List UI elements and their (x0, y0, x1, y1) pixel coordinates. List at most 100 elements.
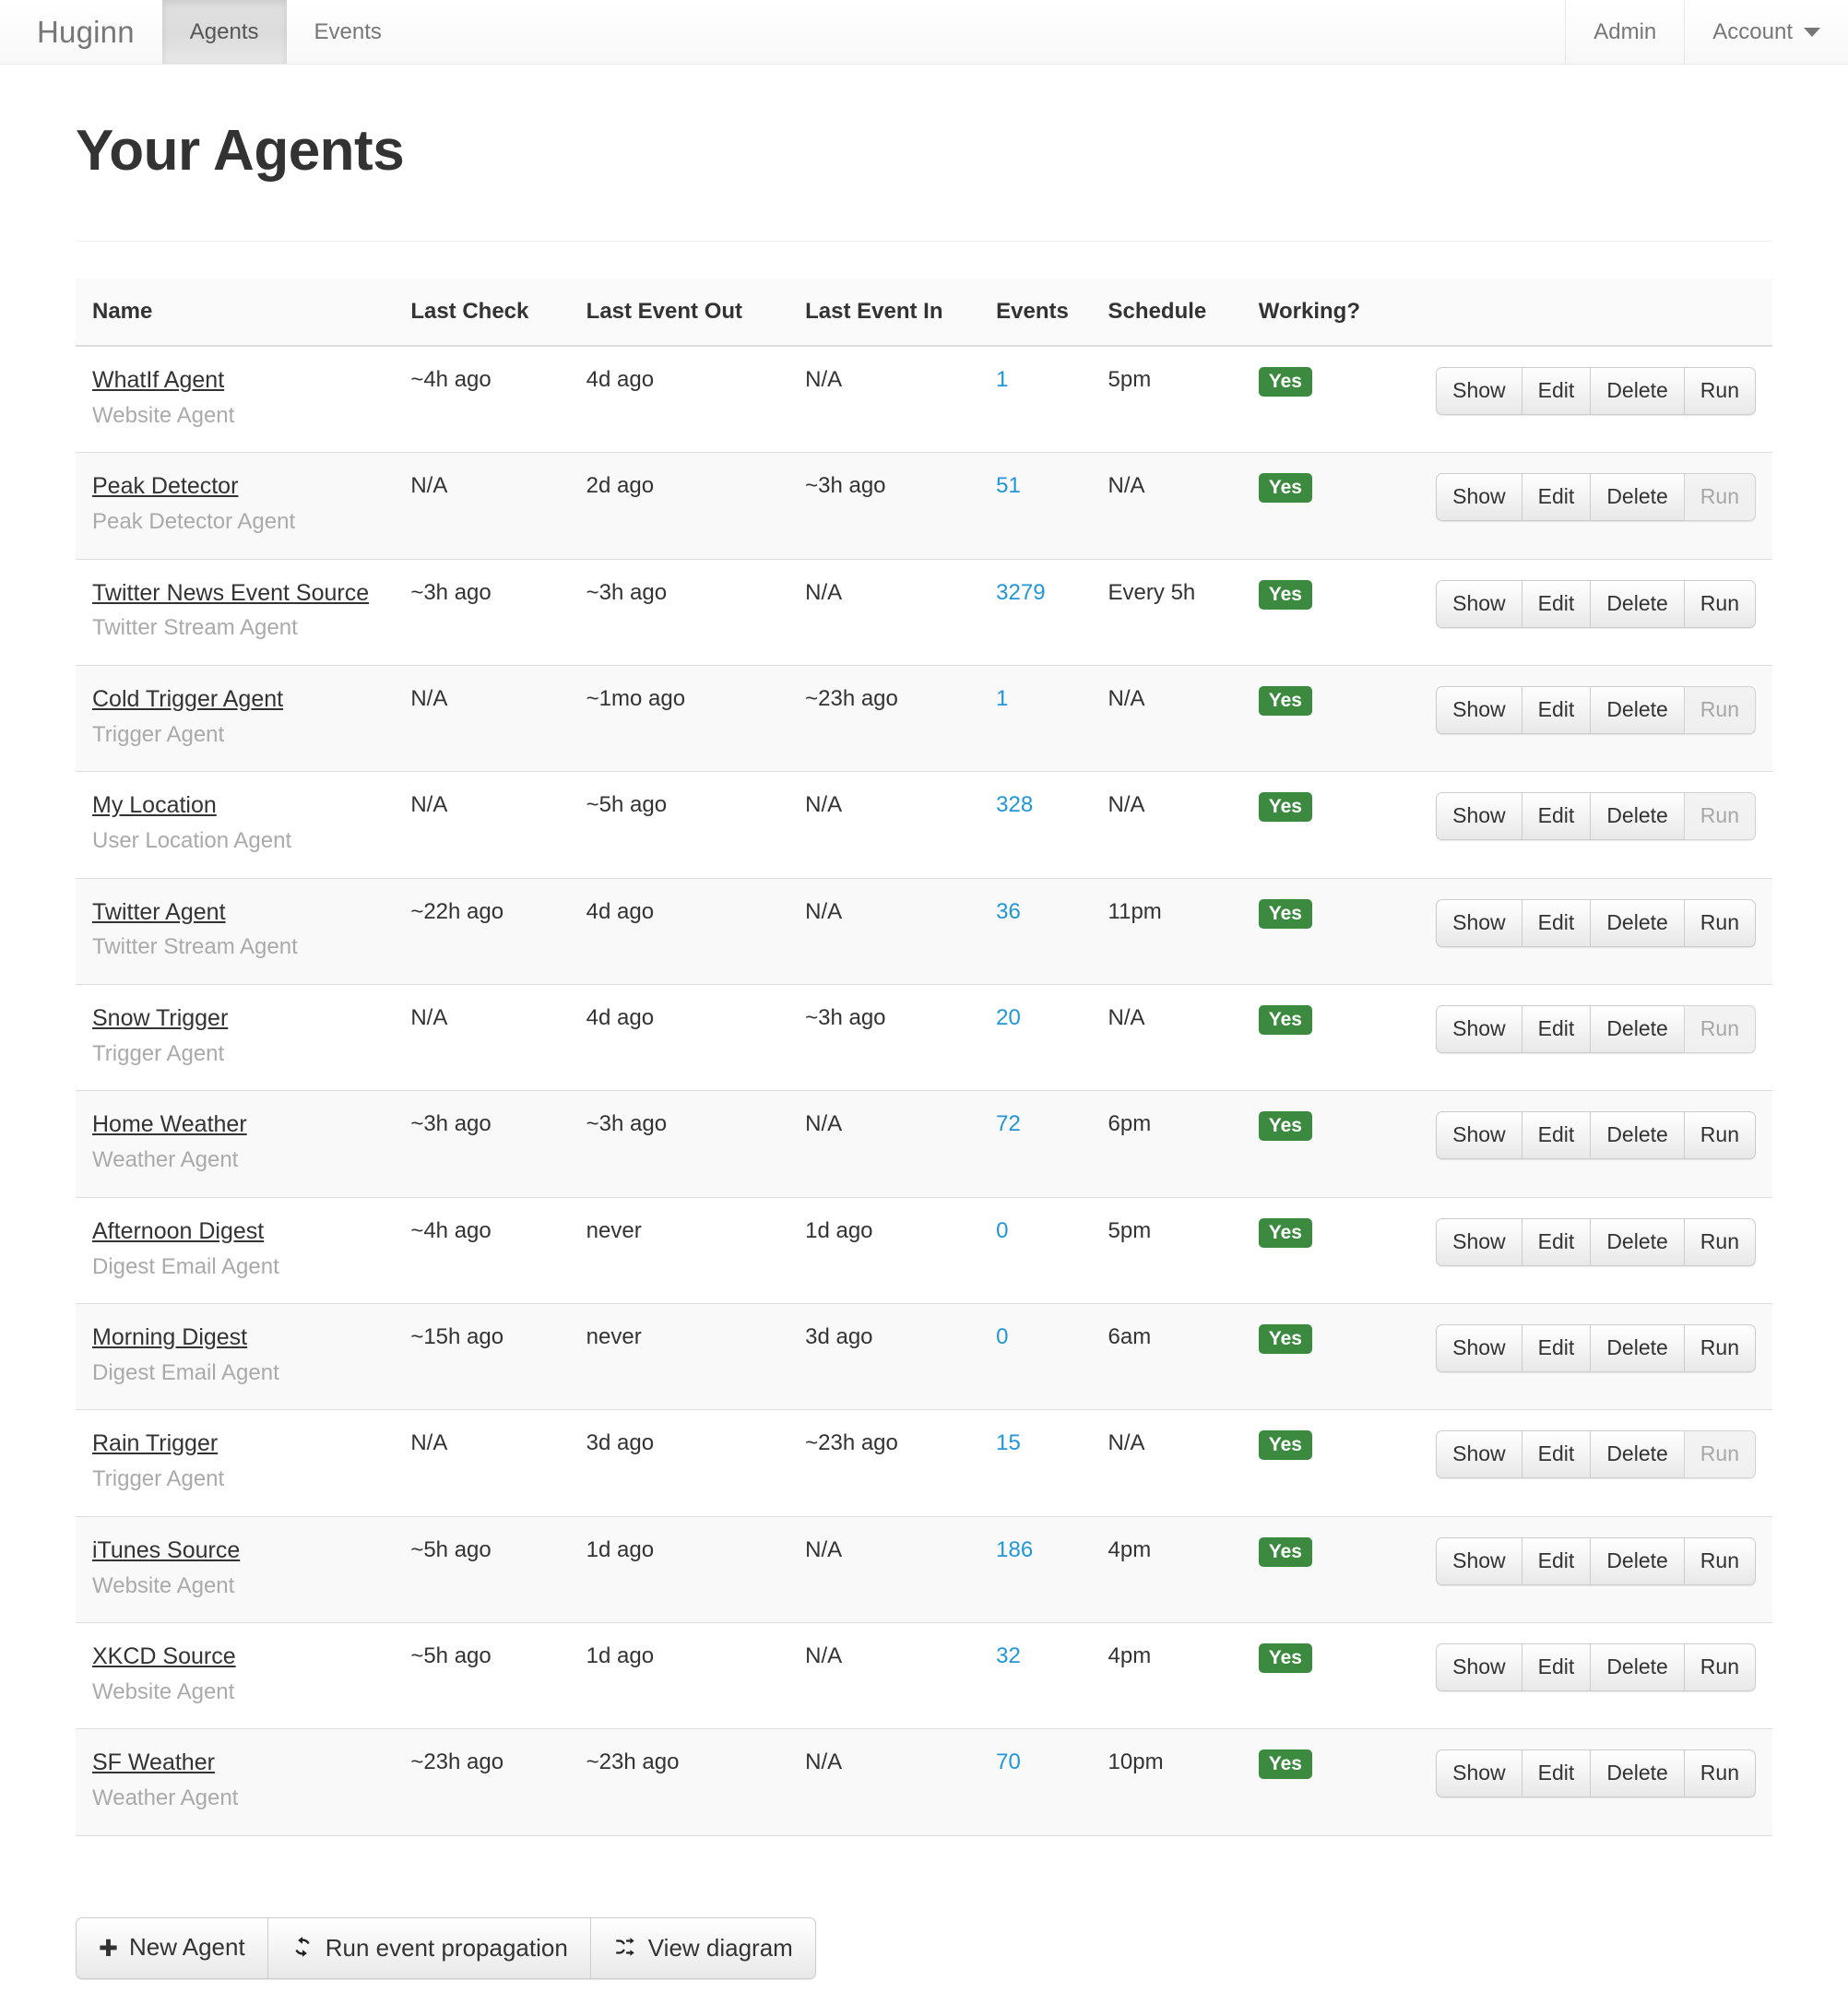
agent-type-label: Trigger Agent (92, 1466, 225, 1492)
agent-name-link[interactable]: Twitter News Event Source (92, 579, 370, 606)
cell-last-event-out: 3d ago (586, 1430, 655, 1456)
show-button[interactable]: Show (1436, 473, 1522, 522)
run-button[interactable]: Run (1683, 1324, 1756, 1373)
nav-tab-events[interactable]: Events (314, 18, 382, 44)
view-diagram-button[interactable]: View diagram (589, 1916, 816, 1979)
agent-name-link[interactable]: Rain Trigger (92, 1430, 219, 1457)
edit-button[interactable]: Edit (1521, 1324, 1591, 1373)
delete-button[interactable]: Delete (1590, 1536, 1684, 1585)
show-button[interactable]: Show (1436, 792, 1522, 841)
delete-button[interactable]: Delete (1590, 898, 1684, 947)
show-button[interactable]: Show (1436, 579, 1522, 628)
edit-button[interactable]: Edit (1521, 1005, 1591, 1054)
run-button[interactable]: Run (1683, 1749, 1756, 1798)
run-event-propagation-button[interactable]: Run event propagation (267, 1916, 590, 1979)
show-button[interactable]: Show (1436, 686, 1522, 735)
agent-name-link[interactable]: Snow Trigger (92, 1005, 229, 1032)
edit-button[interactable]: Edit (1521, 1749, 1591, 1798)
run-button[interactable]: Run (1683, 1536, 1756, 1585)
nav-tab-agents[interactable]: Agents (161, 0, 287, 64)
show-button[interactable]: Show (1436, 1111, 1522, 1160)
cell-working: Yes (1258, 772, 1436, 878)
events-count-link[interactable]: 186 (996, 1536, 1034, 1562)
show-button[interactable]: Show (1436, 1430, 1522, 1479)
events-count-link[interactable]: 15 (996, 1430, 1021, 1456)
show-button[interactable]: Show (1436, 367, 1522, 415)
run-button[interactable]: Run (1683, 367, 1756, 415)
row-action-button-group: Show Edit Delete Run (1436, 1111, 1756, 1160)
delete-button[interactable]: Delete (1590, 367, 1684, 415)
agent-name-link[interactable]: Peak Detector (92, 473, 239, 500)
delete-button[interactable]: Delete (1590, 1749, 1684, 1798)
agents-table-body: WhatIf Agent Website Agent ~4h ago 4d ago N/… (76, 346, 1772, 1836)
edit-button[interactable]: Edit (1521, 1643, 1591, 1692)
nav-dropdown-account[interactable]: Account (1684, 0, 1848, 64)
delete-button[interactable]: Delete (1590, 1005, 1684, 1054)
events-count-link[interactable]: 0 (996, 1217, 1009, 1243)
show-button[interactable]: Show (1436, 1536, 1522, 1585)
agent-name-link[interactable]: iTunes Source (92, 1536, 241, 1563)
status-badge: Yes (1258, 1324, 1312, 1355)
show-button[interactable]: Show (1436, 1643, 1522, 1692)
edit-button[interactable]: Edit (1521, 898, 1591, 947)
delete-button[interactable]: Delete (1590, 792, 1684, 841)
events-count-link[interactable]: 3279 (996, 579, 1046, 605)
top-navbar: Huginn Agents Events Admin Account (0, 0, 1848, 65)
row-action-button-group: Show Edit Delete Run (1436, 1217, 1756, 1266)
events-count-link[interactable]: 20 (996, 1005, 1021, 1031)
show-button[interactable]: Show (1436, 1005, 1522, 1054)
edit-button[interactable]: Edit (1521, 1430, 1591, 1479)
run-button[interactable]: Run (1683, 579, 1756, 628)
edit-button[interactable]: Edit (1521, 1217, 1591, 1266)
brand-logo[interactable]: Huginn (37, 14, 135, 49)
edit-button[interactable]: Edit (1521, 792, 1591, 841)
events-count-link[interactable]: 328 (996, 792, 1034, 818)
run-button[interactable]: Run (1683, 1217, 1756, 1266)
events-count-link[interactable]: 1 (996, 367, 1009, 392)
agent-name-link[interactable]: Morning Digest (92, 1324, 248, 1351)
delete-button[interactable]: Delete (1590, 473, 1684, 522)
edit-button[interactable]: Edit (1521, 367, 1591, 415)
edit-button[interactable]: Edit (1521, 579, 1591, 628)
show-button[interactable]: Show (1436, 1217, 1522, 1266)
delete-button[interactable]: Delete (1590, 686, 1684, 735)
show-button[interactable]: Show (1436, 898, 1522, 947)
agent-name-link[interactable]: WhatIf Agent (92, 367, 225, 393)
events-count-link[interactable]: 32 (996, 1643, 1021, 1669)
events-count-link[interactable]: 36 (996, 898, 1021, 924)
new-agent-button[interactable]: ✚ New Agent (76, 1916, 267, 1979)
agent-name-link[interactable]: Afternoon Digest (92, 1217, 265, 1244)
edit-button[interactable]: Edit (1521, 473, 1591, 522)
show-button[interactable]: Show (1436, 1749, 1522, 1798)
agent-name-link[interactable]: Home Weather (92, 1111, 247, 1138)
run-button[interactable]: Run (1683, 1643, 1756, 1692)
run-button[interactable]: Run (1683, 898, 1756, 947)
events-count-link[interactable]: 70 (996, 1749, 1021, 1775)
agent-name-link[interactable]: XKCD Source (92, 1643, 236, 1670)
delete-button[interactable]: Delete (1590, 1111, 1684, 1160)
events-count-link[interactable]: 0 (996, 1324, 1009, 1350)
show-button[interactable]: Show (1436, 1324, 1522, 1373)
events-count-link[interactable]: 72 (996, 1111, 1021, 1137)
cell-last-event-out: never (586, 1217, 642, 1243)
edit-button[interactable]: Edit (1521, 1111, 1591, 1160)
cell-name: Home Weather Weather Agent (76, 1091, 410, 1197)
delete-button[interactable]: Delete (1590, 579, 1684, 628)
edit-button[interactable]: Edit (1521, 1536, 1591, 1585)
events-count-link[interactable]: 1 (996, 686, 1009, 712)
nav-link-admin[interactable]: Admin (1565, 0, 1684, 64)
account-label: Account (1712, 18, 1793, 44)
delete-button[interactable]: Delete (1590, 1643, 1684, 1692)
edit-button[interactable]: Edit (1521, 686, 1591, 735)
agent-name-link[interactable]: SF Weather (92, 1749, 215, 1776)
delete-button[interactable]: Delete (1590, 1217, 1684, 1266)
run-button[interactable]: Run (1683, 1111, 1756, 1160)
cell-last-check: N/A (410, 473, 448, 499)
cell-last-event-in: N/A (805, 367, 843, 392)
delete-button[interactable]: Delete (1590, 1430, 1684, 1479)
agent-name-link[interactable]: Cold Trigger Agent (92, 686, 284, 713)
delete-button[interactable]: Delete (1590, 1324, 1684, 1373)
events-count-link[interactable]: 51 (996, 473, 1021, 499)
agent-name-link[interactable]: My Location (92, 792, 217, 819)
agent-name-link[interactable]: Twitter Agent (92, 898, 226, 925)
